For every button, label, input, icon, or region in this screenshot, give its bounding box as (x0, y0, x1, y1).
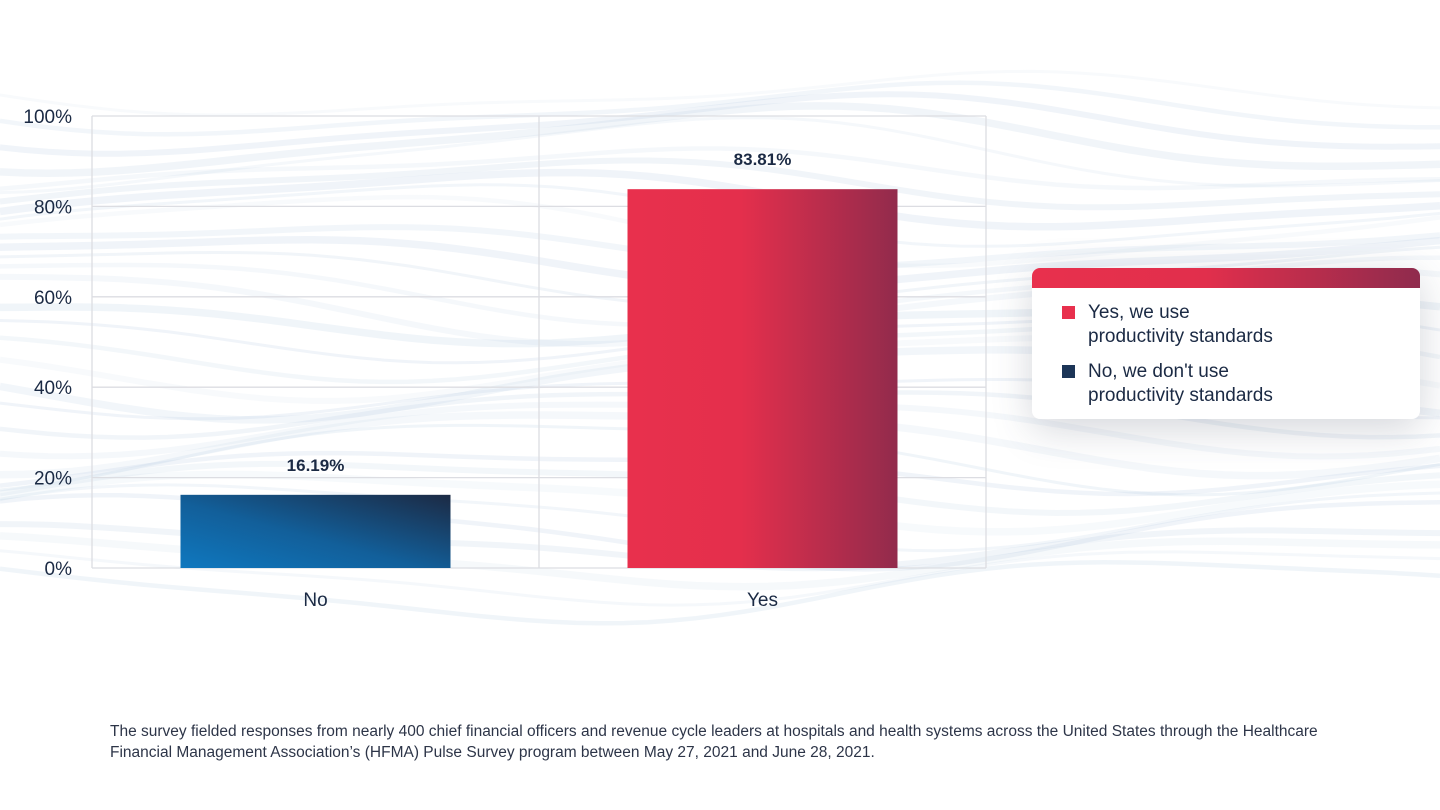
background-wave-line (0, 69, 1440, 117)
y-tick-label: 20% (34, 469, 72, 490)
legend-label-no: No, we don't use productivity standards (1088, 361, 1273, 406)
legend-item-yes: Yes, we use productivity standards (1062, 301, 1388, 349)
legend-item-no: No, we don't use productivity standards (1062, 360, 1388, 408)
legend-swatch-yes (1062, 306, 1075, 319)
y-tick-label: 100% (23, 107, 72, 128)
chart-labels: 0% 20% 40% 60% 80% 100% 16.19% No 83.81% Yes (23, 107, 791, 611)
background-wave-line (0, 157, 1440, 211)
background-wave-line (0, 91, 1440, 157)
y-tick-label: 60% (34, 288, 72, 309)
legend-swatch-no (1062, 365, 1075, 378)
x-tick-label-yes: Yes (747, 590, 778, 611)
background-wave-line (0, 168, 1440, 231)
data-label-no: 16.19% (287, 456, 345, 475)
background-wave-line (0, 116, 1440, 195)
bar-no (180, 494, 451, 568)
chart-bars (180, 189, 898, 568)
bar-yes (627, 189, 898, 568)
legend-label-yes: Yes, we use productivity standards (1088, 302, 1273, 347)
background-wave-line (0, 549, 1440, 607)
background-wave-line (0, 146, 1440, 191)
background-wave-line (0, 560, 1440, 626)
chart-legend: Yes, we use productivity standards No, w… (1032, 268, 1420, 419)
legend-header-bar (1032, 268, 1420, 288)
y-tick-label: 80% (34, 197, 72, 218)
y-tick-label: 40% (34, 378, 72, 399)
x-tick-label-no: No (303, 590, 327, 611)
background-wave-line (0, 80, 1440, 137)
data-label-yes: 83.81% (734, 150, 792, 169)
background-wave-line (0, 102, 1440, 177)
survey-footnote: The survey fielded responses from nearly… (110, 723, 1318, 761)
y-tick-label: 0% (45, 559, 73, 580)
